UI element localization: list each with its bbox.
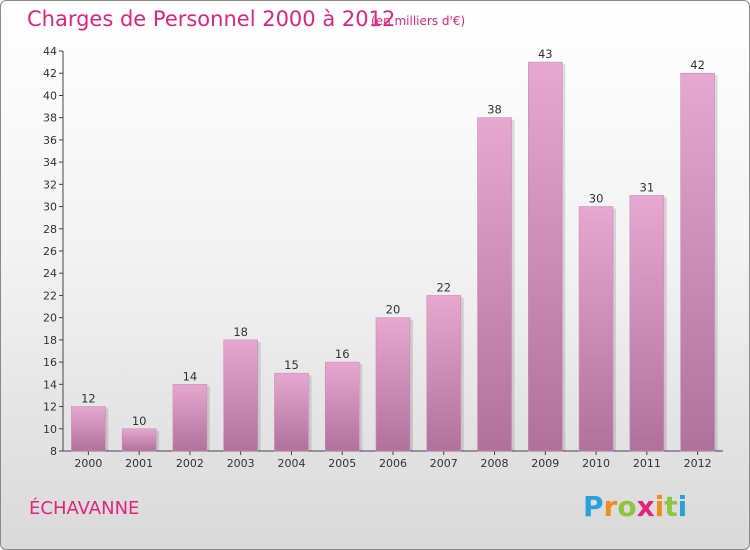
y-tick-label: 18: [43, 334, 57, 347]
logo-letter: i: [677, 490, 688, 523]
data-label: 30: [589, 192, 604, 206]
x-axis: 2000 2001 2002 2003 2004 2005 2006 2007 2008 2009…: [63, 450, 723, 470]
x-tick-label: 2010: [582, 457, 610, 470]
bar-2003: [223, 339, 258, 452]
data-label: 18: [233, 325, 248, 339]
data-label: 31: [640, 180, 655, 194]
y-tick-label: 40: [43, 89, 57, 102]
data-label: 42: [690, 58, 705, 72]
y-tick-label: 42: [43, 67, 57, 80]
bar-2008: [477, 117, 512, 452]
y-tick-label: 26: [43, 245, 57, 258]
y-tick-label: 44: [43, 45, 57, 58]
logo-letter: t: [664, 490, 678, 523]
logo-letter: i: [654, 490, 665, 523]
bar-2011: [629, 195, 665, 452]
y-tick-label: 28: [43, 223, 57, 236]
y-tick-label: 34: [43, 156, 57, 169]
x-tick-label: 2008: [481, 457, 509, 470]
y-tick-label: 22: [43, 289, 57, 302]
chart-subtitle: (en milliers d'€): [371, 14, 466, 28]
x-tick-label: 2004: [277, 457, 305, 470]
bar-2005: [324, 361, 360, 452]
y-tick-label: 14: [43, 378, 57, 391]
bars-group: [71, 61, 718, 452]
data-label: 12: [81, 392, 96, 406]
y-tick-label: 30: [43, 201, 57, 214]
chart-title: Charges de Personnel 2000 à 2012: [27, 7, 396, 31]
bar-2006: [375, 317, 411, 452]
data-label: 16: [335, 347, 350, 361]
y-tick-label: 20: [43, 312, 57, 325]
data-label: 38: [487, 103, 502, 117]
commune-name: ÉCHAVANNE: [29, 498, 140, 519]
y-tick-label: 10: [43, 423, 57, 436]
x-tick-label: 2009: [531, 457, 559, 470]
x-tick-label: 2011: [633, 457, 661, 470]
y-tick-label: 32: [43, 178, 57, 191]
x-tick-label: 2012: [684, 457, 712, 470]
y-tick-label: 16: [43, 356, 57, 369]
bar-2002: [172, 384, 208, 452]
data-labels-group: 12 10 14 18 15 16 20 22 38 43 30 31 42: [81, 47, 705, 428]
data-label: 22: [436, 280, 451, 294]
bar-2004: [274, 372, 309, 452]
logo-letter: o: [617, 490, 637, 523]
bar-2001: [121, 428, 157, 452]
y-tick-label: 38: [43, 112, 57, 125]
x-tick-label: 2000: [74, 457, 102, 470]
x-tick-label: 2007: [430, 457, 458, 470]
x-tick-label: 2003: [227, 457, 255, 470]
bar-2000: [71, 406, 106, 452]
data-label: 15: [284, 358, 299, 372]
data-label: 43: [538, 47, 553, 61]
x-tick-label: 2001: [125, 457, 153, 470]
data-label: 20: [386, 303, 401, 317]
bar-2012: [680, 72, 715, 452]
data-label: 14: [183, 369, 198, 383]
y-tick-label: 36: [43, 134, 57, 147]
x-tick-label: 2005: [328, 457, 356, 470]
logo-letter: x: [636, 490, 655, 523]
y-tick-label: 24: [43, 267, 57, 280]
bar-2009: [528, 61, 563, 452]
proxiti-logo[interactable]: Proxiti: [583, 490, 687, 523]
y-axis: 8 10 12 14 16 18 20 22 24 26 28 30 32 34 36 38 40 42 44: [43, 45, 64, 458]
x-tick-label: 2006: [379, 457, 407, 470]
y-tick-label: 8: [50, 445, 57, 458]
bar-2007: [426, 295, 462, 452]
bar-2010: [578, 206, 614, 452]
x-tick-label: 2002: [176, 457, 204, 470]
y-tick-label: 12: [43, 401, 57, 414]
data-label: 10: [132, 414, 147, 428]
logo-letter: P: [583, 490, 604, 523]
logo-letter: r: [603, 490, 618, 523]
